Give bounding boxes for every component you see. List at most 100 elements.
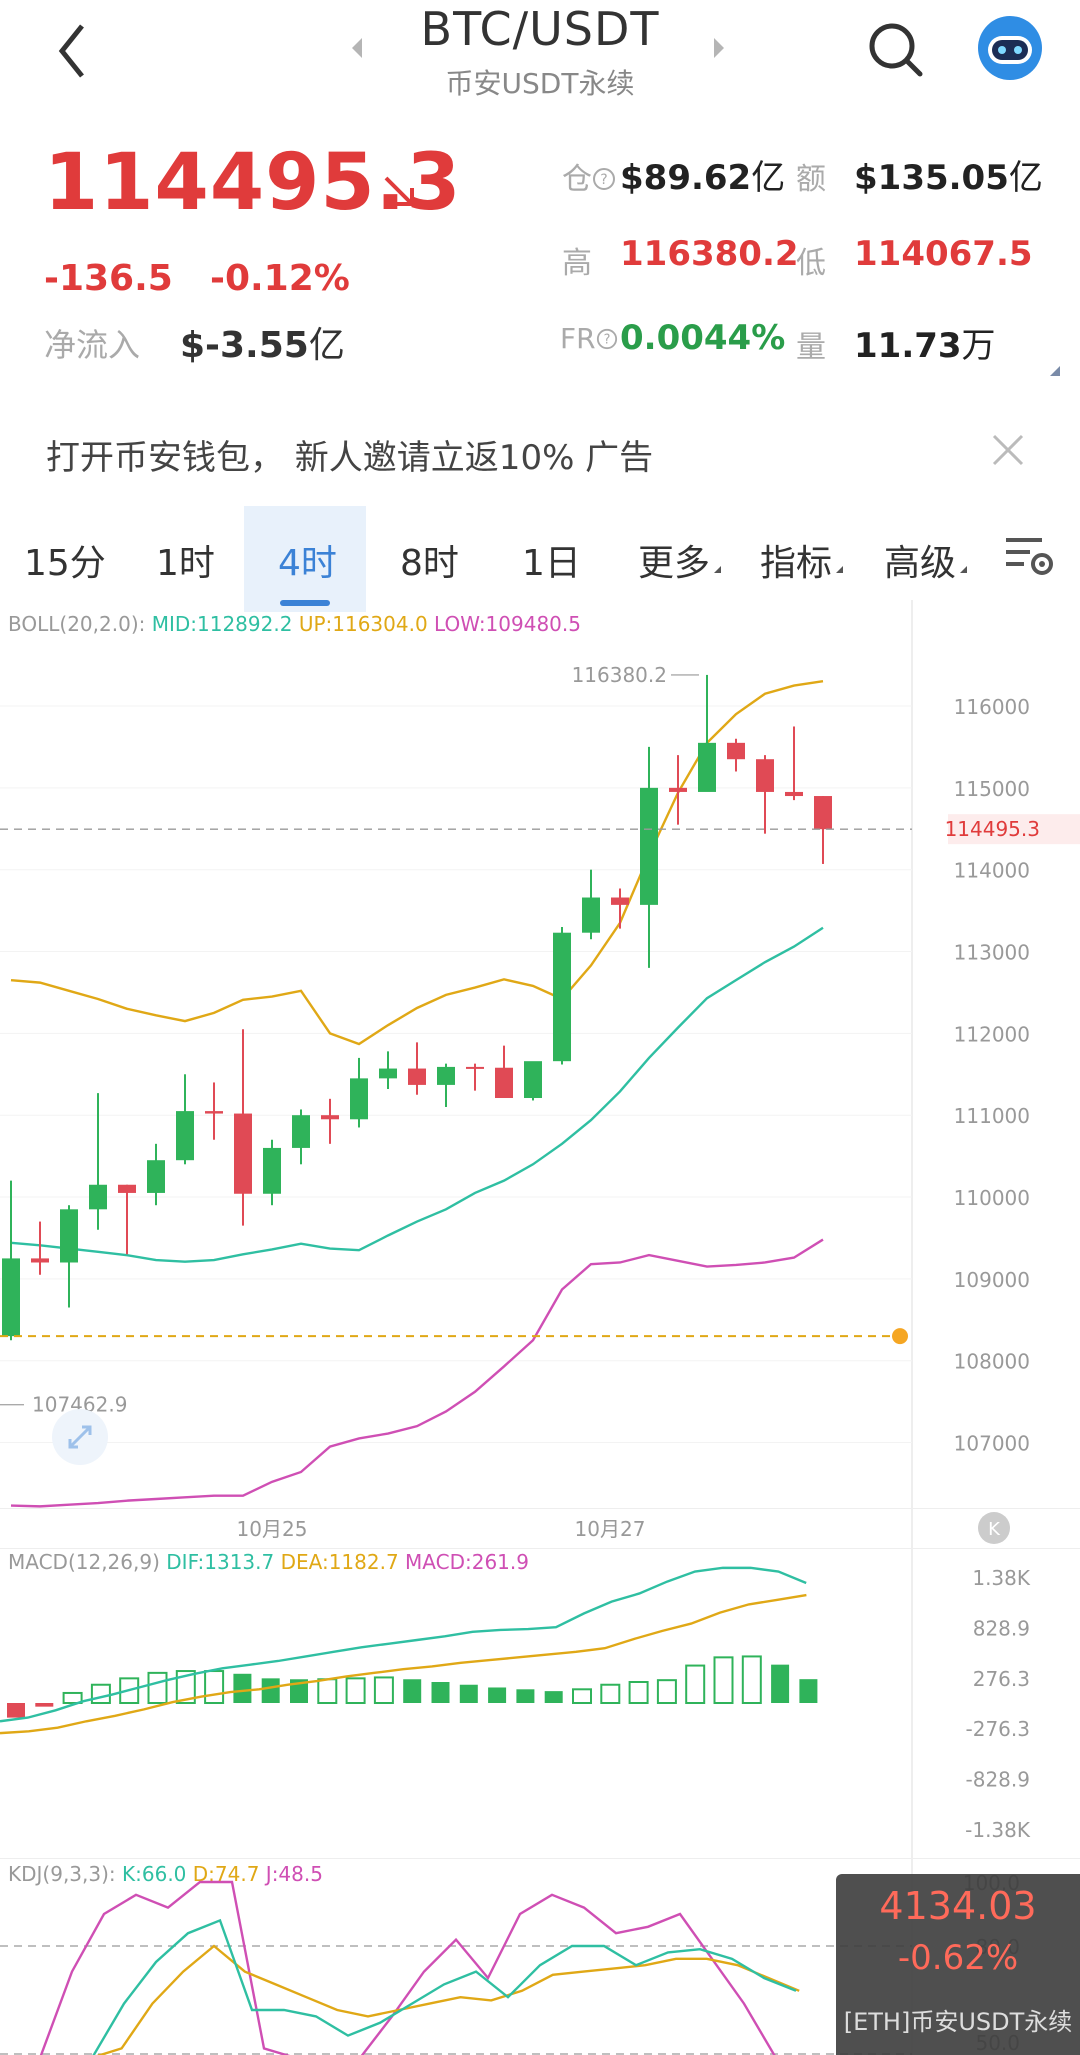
macd-axis: 1.38K 828.9 276.3 -276.3 -828.9 -1.38K	[965, 1566, 1031, 1842]
candle	[408, 1042, 426, 1095]
macd-tick-label: 1.38K	[972, 1566, 1031, 1590]
dropdown-corner-icon	[714, 566, 721, 573]
macd-bar	[741, 1655, 762, 1704]
macd-tick-label: -1.38K	[965, 1818, 1031, 1842]
candle-body	[234, 1113, 252, 1194]
candle	[292, 1109, 310, 1165]
candle-body	[408, 1068, 426, 1085]
info-icon[interactable]: ?	[592, 167, 616, 191]
candle	[756, 755, 774, 834]
price-change: -136.5	[44, 258, 173, 299]
price-tick-label: 110000	[954, 1186, 1030, 1210]
tab-advanced[interactable]: 高级	[884, 543, 957, 584]
macd-histogram	[7, 1655, 818, 1718]
candle	[176, 1074, 194, 1165]
macd-bar	[431, 1682, 450, 1703]
search-icon[interactable]	[864, 18, 928, 82]
macd-bar	[147, 1671, 168, 1705]
time-axis: 10月25 10月27 K	[0, 1508, 1080, 1548]
macd-chart[interactable]: 1.38K 828.9 276.3 -276.3 -828.9 -1.38K	[0, 1548, 1080, 1858]
tab-indicators[interactable]: 指标	[760, 543, 833, 584]
boll-lines	[10, 679, 824, 1508]
tab-4h[interactable]: 4时	[278, 543, 337, 584]
candle	[437, 1063, 455, 1108]
pair-title[interactable]: BTC/USDT	[420, 2, 660, 56]
macd-bar	[656, 1679, 677, 1705]
candle-body	[60, 1209, 78, 1263]
close-icon[interactable]	[988, 430, 1028, 470]
tab-more[interactable]: 更多	[638, 543, 711, 584]
next-pair-icon[interactable]	[708, 30, 728, 66]
candle-body	[176, 1111, 194, 1161]
macd-legend: MACD(12,26,9) DIF:1313.7 DEA:1182.7 MACD…	[8, 1550, 529, 1574]
high-label: 高	[562, 246, 592, 281]
tab-8h[interactable]: 8时	[400, 543, 459, 584]
price-tick-label: 116000	[954, 695, 1030, 719]
tab-15m[interactable]: 15分	[24, 543, 106, 584]
app-header: BTC/USDT 币安USDT永续	[0, 0, 1080, 110]
x-tick-label: 10月27	[575, 1517, 646, 1541]
macd-bar	[345, 1677, 366, 1704]
robot-avatar-icon[interactable]	[976, 14, 1044, 82]
price-tick-label: 111000	[954, 1104, 1030, 1128]
price-tick-label: 112000	[954, 1022, 1030, 1046]
tab-1h[interactable]: 1时	[156, 543, 215, 584]
candle-body	[263, 1147, 281, 1194]
candle	[582, 869, 600, 940]
funding-rate-label: FR?	[560, 322, 618, 355]
macd-bar	[459, 1684, 478, 1703]
chart-settings-icon[interactable]	[1004, 534, 1056, 578]
candle-body	[669, 787, 687, 792]
info-icon[interactable]: ?	[596, 328, 618, 350]
candle	[698, 674, 716, 792]
dropdown-corner-icon	[960, 566, 967, 573]
eth-name: [ETH]币安USDT永续	[843, 2008, 1073, 2036]
eth-floating-ticker[interactable]: 4134.03 -0.62% [ETH]币安USDT永续	[836, 1874, 1080, 2055]
volume-value: 11.73万	[854, 326, 996, 366]
macd-bar	[403, 1679, 422, 1703]
macd-bar	[771, 1664, 790, 1703]
macd-bar	[175, 1670, 196, 1705]
open-interest-value: $89.62亿	[620, 158, 786, 198]
macd-bar	[600, 1683, 621, 1705]
low-label: 低	[796, 246, 826, 281]
price-tick-label: 107000	[954, 1432, 1030, 1456]
candle-body	[640, 787, 658, 905]
boll-legend: BOLL(20,2.0): MID:112892.2 UP:116304.0 L…	[8, 612, 581, 636]
last-price-label-bg	[948, 814, 1080, 845]
high-marker-label: 116380.2	[572, 663, 667, 687]
candle	[524, 1061, 542, 1101]
candle	[118, 1184, 136, 1255]
kdj-lines	[39, 1880, 800, 2055]
macd-bar	[35, 1703, 54, 1707]
candlestick-chart[interactable]: 116000 115000 114000 113000 112000 111000 1100…	[0, 600, 1080, 1512]
candle	[553, 926, 571, 1065]
macd-bar	[713, 1656, 734, 1704]
chevron-left-icon[interactable]	[52, 16, 112, 86]
macd-bar	[373, 1676, 394, 1705]
tab-active-background	[244, 506, 366, 612]
x-tick-label: 10月25	[237, 1517, 308, 1541]
expand-corner-icon[interactable]	[1050, 366, 1060, 376]
macd-bar	[119, 1677, 140, 1704]
ad-banner-text[interactable]: 打开币安钱包， 新人邀请立返10% 广告	[46, 438, 654, 478]
turnover-value: $135.05亿	[854, 158, 1043, 198]
prev-pair-icon[interactable]	[348, 30, 368, 66]
kdj-k-line	[92, 1918, 797, 2055]
price-tick-label: 113000	[954, 941, 1030, 965]
candle-body	[814, 796, 832, 830]
candle-body	[785, 791, 803, 797]
scroll-to-latest-icon[interactable]: K	[978, 1512, 1010, 1544]
macd-bar	[233, 1673, 252, 1703]
candle	[669, 755, 687, 825]
expand-icon[interactable]	[52, 1409, 108, 1465]
macd-tick-label: -828.9	[966, 1768, 1030, 1792]
tab-1d[interactable]: 1日	[522, 543, 581, 584]
macd-tick-label: 276.3	[973, 1667, 1030, 1691]
macd-bar	[317, 1678, 338, 1704]
candles	[2, 674, 832, 1341]
candle	[495, 1045, 513, 1099]
candle	[60, 1205, 78, 1308]
macd-bar	[290, 1679, 308, 1703]
net-inflow-label: 净流入	[44, 326, 141, 364]
